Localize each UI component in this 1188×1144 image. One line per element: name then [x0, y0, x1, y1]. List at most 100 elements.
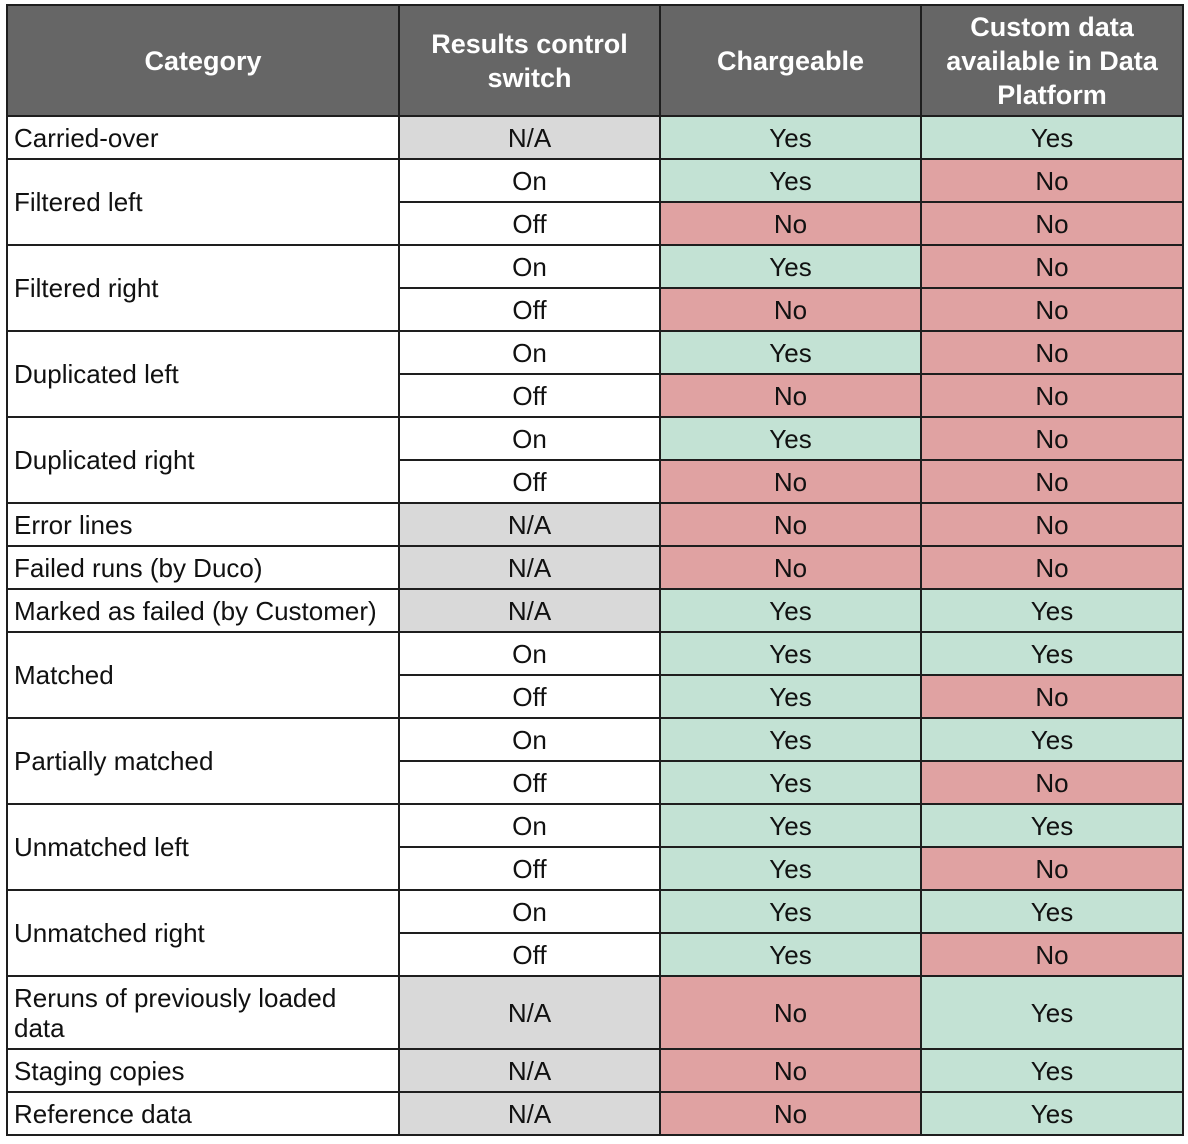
switch-cell: On [398, 717, 661, 762]
chargeable-cell: Yes [659, 588, 922, 633]
custom-data-cell: No [920, 674, 1184, 719]
switch-cell: On [398, 803, 661, 848]
table-row: Off No No [7, 201, 1184, 246]
table-row: Off Yes No [7, 846, 1184, 891]
switch-cell: On [398, 631, 661, 676]
custom-data-cell: Yes [920, 975, 1184, 1050]
table-row: Unmatched right On Yes Yes [6, 889, 1184, 977]
chargeable-cell: Yes [659, 244, 922, 289]
category-cell: Failed runs (by Duco) [6, 545, 400, 590]
switch-cell: Off [398, 201, 661, 246]
custom-data-cell: No [920, 158, 1184, 203]
chargeable-cell: Yes [659, 760, 922, 805]
header-results-control-switch: Results control switch [398, 4, 661, 117]
chargeable-cell: No [659, 545, 922, 590]
table-row: Matched On Yes Yes [6, 631, 1184, 719]
switch-cell: N/A [398, 588, 661, 633]
switch-cell: Off [398, 674, 661, 719]
switch-cell: Off [398, 846, 661, 891]
switch-cell: On [398, 416, 661, 461]
custom-data-cell: No [920, 201, 1184, 246]
category-cell: Reruns of previously loaded data [6, 975, 400, 1050]
category-cell: Partially matched [6, 717, 400, 805]
switch-cell: N/A [398, 502, 661, 547]
table-row: Reference data N/A No Yes [6, 1091, 1184, 1136]
category-cell: Duplicated right [6, 416, 400, 504]
switch-cell: On [398, 330, 661, 375]
chargeable-cell: No [659, 287, 922, 332]
chargeable-cell: No [659, 502, 922, 547]
custom-data-cell: Yes [920, 717, 1184, 762]
custom-data-cell: No [920, 330, 1184, 375]
chargeable-cell: Yes [659, 717, 922, 762]
table-row: Duplicated left On Yes No [6, 330, 1184, 418]
table-row: Duplicated right On Yes No [6, 416, 1184, 504]
custom-data-cell: No [920, 373, 1184, 418]
chargeable-cell: No [659, 201, 922, 246]
switch-cell: Off [398, 373, 661, 418]
chargeability-table: Category Results control switch Chargeab… [6, 4, 1184, 1136]
custom-data-cell: No [920, 846, 1184, 891]
switch-cell: N/A [398, 1091, 661, 1136]
chargeable-cell: No [659, 373, 922, 418]
table-row: Off No No [7, 287, 1184, 332]
custom-data-cell: No [920, 459, 1184, 504]
custom-data-cell: No [920, 244, 1184, 289]
table-row: Reruns of previously loaded data N/A No Yes [6, 975, 1184, 1050]
table-row: Error lines N/A No No [6, 502, 1184, 547]
switch-cell: On [398, 244, 661, 289]
category-cell: Carried-over [6, 115, 400, 160]
custom-data-cell: Yes [920, 889, 1184, 934]
chargeable-cell: Yes [659, 330, 922, 375]
header-row: Category Results control switch Chargeab… [6, 4, 1184, 117]
chargeable-cell: Yes [659, 115, 922, 160]
table-row: Filtered right On Yes No [6, 244, 1184, 332]
switch-cell: N/A [398, 975, 661, 1050]
header-custom-data-available: Custom data available in Data Platform [920, 4, 1184, 117]
table-row: Filtered left On Yes No [6, 158, 1184, 246]
custom-data-cell: Yes [920, 803, 1184, 848]
switch-cell: N/A [398, 115, 661, 160]
table-row: Off Yes No [7, 932, 1184, 977]
custom-data-cell: Yes [920, 1091, 1184, 1136]
category-cell: Staging copies [6, 1048, 400, 1093]
switch-cell: N/A [398, 1048, 661, 1093]
header-category: Category [6, 4, 400, 117]
chargeable-cell: Yes [659, 803, 922, 848]
switch-cell: Off [398, 459, 661, 504]
chargeable-cell: No [659, 975, 922, 1050]
table-header: Category Results control switch Chargeab… [6, 4, 1184, 117]
chargeable-cell: Yes [659, 416, 922, 461]
table-row: Marked as failed (by Customer) N/A Yes Yes [6, 588, 1184, 633]
table-row: Off Yes No [7, 760, 1184, 805]
custom-data-cell: No [920, 545, 1184, 590]
custom-data-cell: No [920, 932, 1184, 977]
category-cell: Error lines [6, 502, 400, 547]
chargeable-cell: Yes [659, 631, 922, 676]
chargeable-cell: Yes [659, 889, 922, 934]
chargeable-cell: Yes [659, 846, 922, 891]
category-cell: Marked as failed (by Customer) [6, 588, 400, 633]
switch-cell: Off [398, 932, 661, 977]
category-cell: Filtered right [6, 244, 400, 332]
table-row: Off No No [7, 373, 1184, 418]
custom-data-cell: No [920, 760, 1184, 805]
table-row: Unmatched left On Yes Yes [6, 803, 1184, 891]
table-row: Staging copies N/A No Yes [6, 1048, 1184, 1093]
table-row: Partially matched On Yes Yes [6, 717, 1184, 805]
table-row: Failed runs (by Duco) N/A No No [6, 545, 1184, 590]
custom-data-cell: Yes [920, 1048, 1184, 1093]
switch-cell: N/A [398, 545, 661, 590]
table-body: Carried-over N/A Yes Yes Filtered left On Yes N… [6, 115, 1184, 1136]
custom-data-cell: Yes [920, 588, 1184, 633]
custom-data-cell: No [920, 502, 1184, 547]
custom-data-cell: Yes [920, 631, 1184, 676]
category-cell: Filtered left [6, 158, 400, 246]
table-row: Off No No [7, 459, 1184, 504]
chargeable-cell: Yes [659, 932, 922, 977]
switch-cell: Off [398, 760, 661, 805]
table-row: Carried-over N/A Yes Yes [6, 115, 1184, 160]
custom-data-cell: No [920, 287, 1184, 332]
category-cell: Matched [6, 631, 400, 719]
custom-data-cell: No [920, 416, 1184, 461]
